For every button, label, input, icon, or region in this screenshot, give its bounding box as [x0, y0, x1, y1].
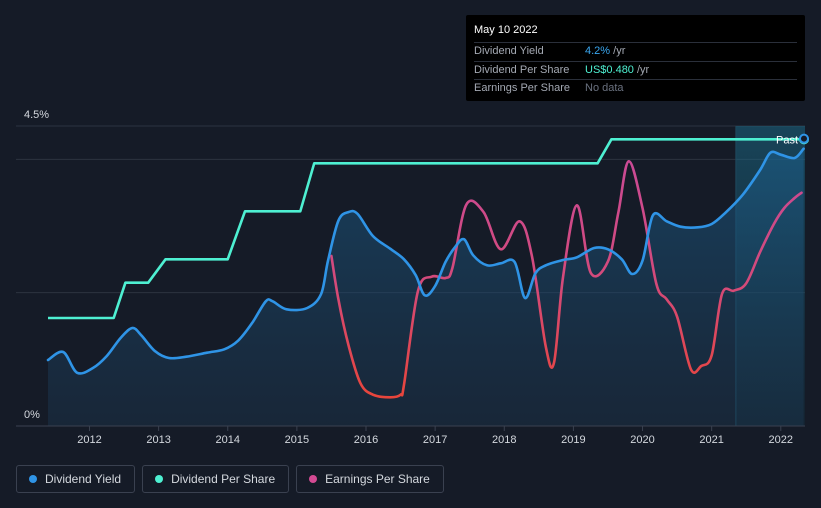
tooltip-row-dividend-per-share: Dividend Per Share US$0.480 /yr: [474, 62, 797, 80]
x-tick-label: 2016: [354, 434, 378, 446]
x-tick-label: 2012: [77, 434, 101, 446]
tooltip-value: No data: [585, 80, 624, 98]
x-tick-label: 2018: [492, 434, 516, 446]
yield-area: [48, 148, 804, 426]
legend-dot: [309, 475, 318, 483]
x-tick-label: 2019: [561, 434, 585, 446]
legend-label: Dividend Yield: [45, 472, 122, 486]
tooltip-value-number: US$0.480: [585, 63, 634, 76]
tooltip-label: Dividend Per Share: [474, 63, 570, 76]
y-axis-label-top: 4.5%: [24, 109, 49, 121]
tooltip-value: 4.2% /yr: [585, 43, 625, 61]
tooltip-date: May 10 2022: [474, 22, 797, 43]
tooltip-value-number: No data: [585, 82, 624, 94]
legend-dividend-yield[interactable]: Dividend Yield: [16, 465, 136, 493]
legend-dot: [29, 475, 37, 483]
dividend-yield-area: [48, 148, 804, 426]
past-label: Past: [776, 134, 798, 146]
x-tick-label: 2013: [146, 434, 170, 446]
dividend-per-share-line: [48, 138, 805, 320]
dividend-yield-line: [46, 147, 805, 375]
legend-dot: [155, 475, 164, 483]
x-tick-label: 2014: [216, 434, 240, 446]
tooltip-label: Earnings Per Share: [474, 82, 570, 94]
y-axis-label-bottom: 0%: [24, 409, 40, 421]
x-tick-label: 2022: [769, 434, 793, 446]
tooltip-value: US$0.480 /yr: [585, 62, 649, 80]
tooltip-label: Dividend Yield: [474, 45, 544, 57]
tooltip-value-number: 4.2%: [585, 45, 611, 57]
legend-dividend-per-share[interactable]: Dividend Per Share: [142, 465, 290, 493]
tooltip-value-unit: /yr: [633, 63, 650, 76]
dividend-yield-marker: [799, 133, 809, 144]
x-tick-label: 2021: [699, 434, 723, 446]
x-tick-label: 2020: [630, 434, 654, 446]
tooltip-row-dividend-yield: Dividend Yield 4.2% /yr: [474, 43, 797, 62]
tooltip-row-earnings-per-share: Earnings Per Share No data: [474, 80, 797, 98]
tooltip: May 10 2022 Dividend Yield 4.2% /yr Divi…: [466, 15, 805, 101]
series-lines: [46, 133, 809, 399]
tooltip-value-unit: /yr: [610, 45, 626, 57]
legend: Dividend Yield Dividend Per Share Earnin…: [16, 465, 444, 493]
x-tick-label: 2015: [285, 434, 309, 446]
x-tick-label: 2017: [423, 434, 447, 446]
earnings-per-share-line: [330, 159, 803, 399]
legend-earnings-per-share[interactable]: Earnings Per Share: [296, 465, 444, 493]
axes: 2012 2013 2014 2015 2016 2017 2018 2019 2020 2021…: [16, 425, 805, 446]
legend-label: Dividend Per Share: [171, 472, 276, 486]
legend-label: Earnings Per Share: [325, 472, 430, 486]
